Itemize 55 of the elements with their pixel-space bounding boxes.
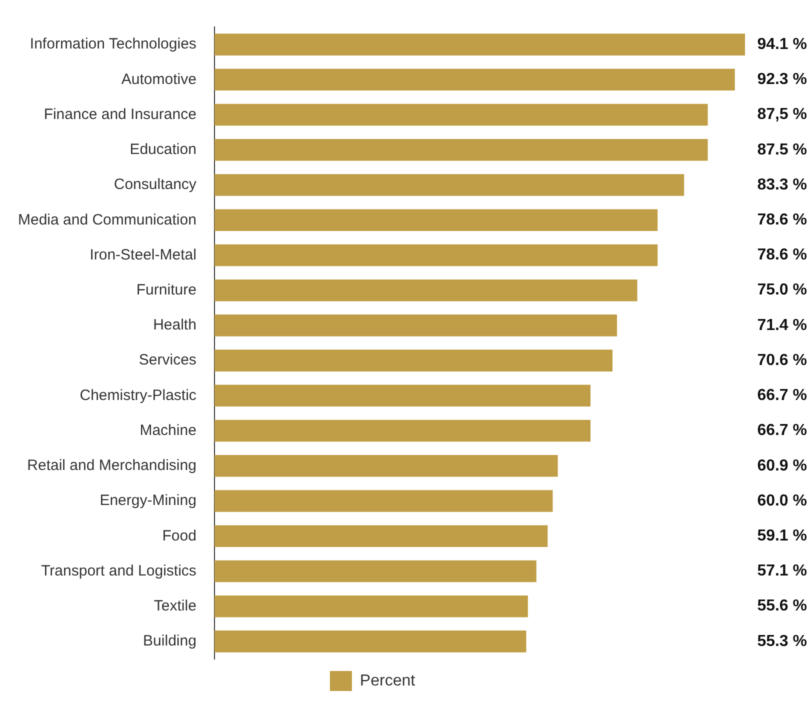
data-label: 75.0 % (757, 282, 807, 299)
bar (214, 560, 536, 582)
y-tick-label: Services (138, 352, 196, 369)
y-tick-label: Iron-Steel-Metal (90, 246, 196, 264)
y-tick-label: Media and Communication (18, 211, 196, 228)
data-label: 57.1 % (757, 562, 807, 580)
y-tick-label: Information Technologies (30, 36, 196, 53)
bar (214, 314, 618, 336)
bar (214, 244, 658, 266)
y-tick-label: Textile (154, 597, 196, 614)
bar (214, 209, 658, 231)
data-label: 59.1 % (757, 528, 807, 545)
bar (214, 490, 553, 512)
data-label: 70.6 % (757, 352, 807, 369)
bar (214, 68, 735, 91)
data-label: 87.5 % (757, 141, 807, 158)
bar (214, 174, 684, 196)
data-label: 66.7 % (757, 422, 807, 440)
y-tick-label: Building (143, 632, 196, 650)
data-label: 60.0 % (757, 492, 807, 510)
bar (214, 104, 708, 126)
data-label: 83.3 % (757, 176, 807, 194)
data-label: 60.9 % (757, 457, 807, 474)
y-tick-label: Automotive (121, 70, 196, 88)
bar (214, 384, 591, 407)
y-tick-label: Furniture (136, 281, 196, 298)
data-label: 55.3 % (757, 632, 807, 650)
y-tick-label: Health (153, 316, 196, 334)
y-tick-label: Machine (140, 422, 196, 439)
y-tick-label: Food (162, 527, 196, 544)
data-label: 66.7 % (757, 387, 807, 404)
bar (214, 350, 612, 372)
bar (214, 455, 558, 477)
y-tick-label: Transport and Logistics (41, 562, 196, 580)
bar (214, 139, 708, 161)
data-label: 71.4 % (757, 316, 807, 334)
y-tick-label: Retail and Merchandising (27, 457, 196, 474)
data-label: 78.6 % (757, 212, 807, 229)
bar (214, 420, 591, 442)
data-label: 87,5 % (757, 106, 807, 124)
data-label: 92.3 % (757, 71, 807, 88)
y-tick-label: Energy-Mining (100, 492, 196, 510)
bar (214, 279, 638, 302)
y-tick-label: Education (130, 141, 196, 158)
y-tick-label: Finance and Insurance (44, 106, 196, 123)
bar (214, 595, 528, 618)
bar (214, 630, 526, 652)
y-tick-label: Consultancy (114, 176, 197, 194)
bar (214, 525, 548, 547)
data-label: 78.6 % (757, 246, 807, 264)
legend-label: Percent (360, 672, 416, 690)
bar (214, 34, 745, 56)
data-label: 55.6 % (757, 598, 807, 615)
y-tick-label: Chemistry-Plastic (80, 386, 197, 404)
data-label: 94.1 % (757, 36, 807, 53)
